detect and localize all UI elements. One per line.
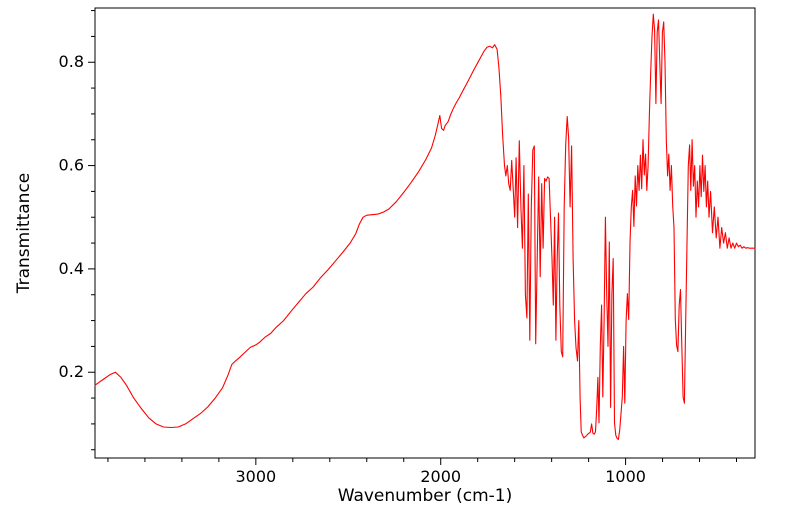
x-axis-label: Wavenumber (cm-1) (337, 486, 513, 506)
spectrum-line (94, 13, 756, 440)
x-tick-label: 3000 (235, 467, 276, 486)
y-axis-label: Transmittance (14, 172, 34, 294)
x-tick-label: 2000 (420, 467, 461, 486)
y-tick-label: 0.6 (59, 156, 84, 175)
y-tick-label: 0.8 (59, 52, 84, 71)
y-tick-label: 0.4 (59, 259, 84, 278)
plot-frame (94, 7, 756, 459)
x-tick-label: 1000 (605, 467, 646, 486)
y-tick-label: 0.2 (59, 362, 84, 381)
